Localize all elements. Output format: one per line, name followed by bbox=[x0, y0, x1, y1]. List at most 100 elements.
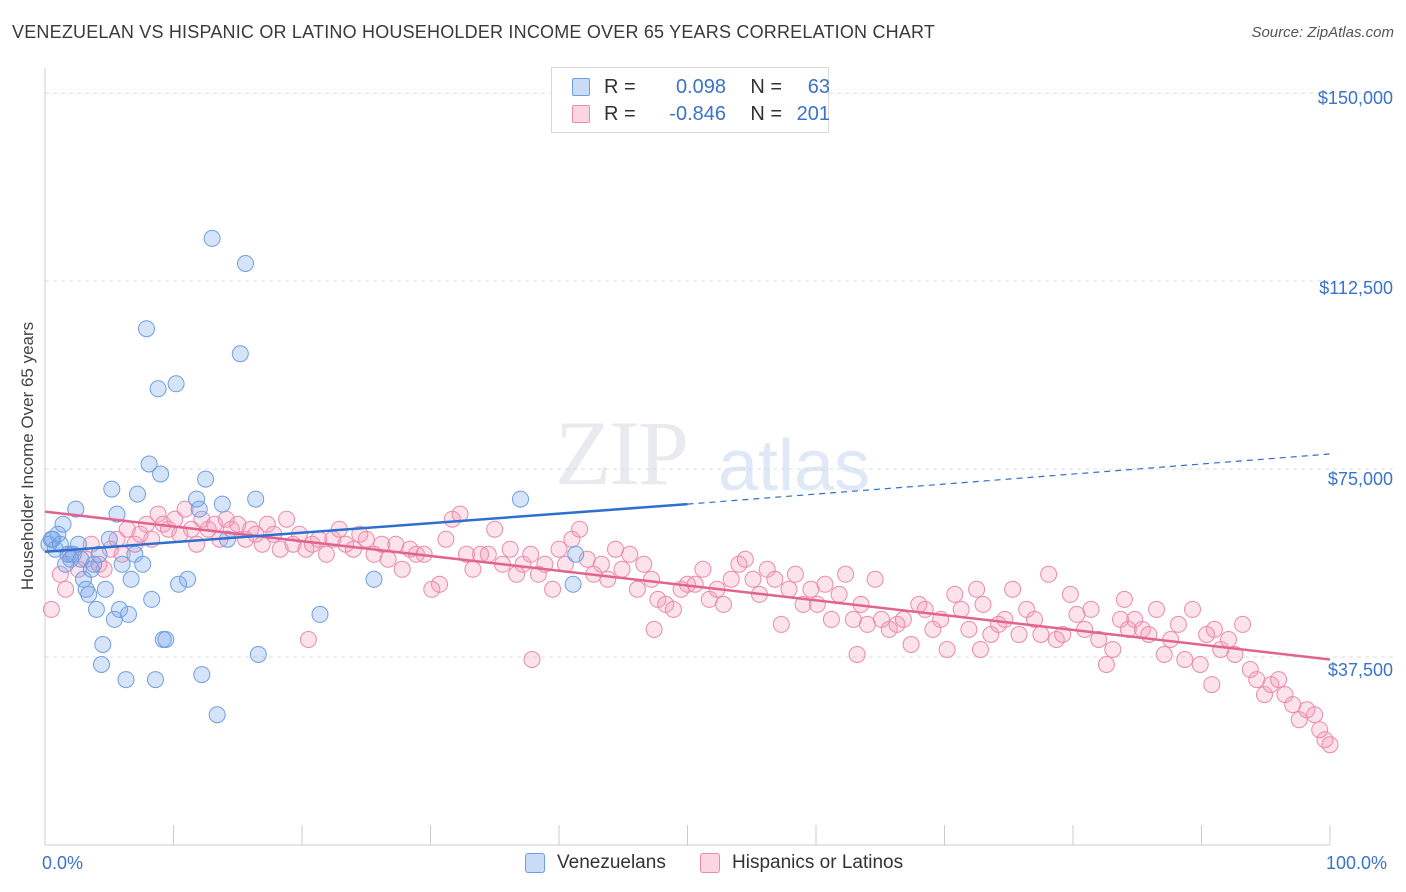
y-tick-label: $112,500 bbox=[1319, 278, 1393, 298]
hispanic-point bbox=[1061, 585, 1079, 603]
hispanic-point bbox=[744, 570, 762, 588]
hispanic-point bbox=[523, 651, 541, 668]
venezuelan-point bbox=[311, 605, 329, 623]
hispanic-point bbox=[952, 600, 970, 618]
venezuelan-point bbox=[237, 255, 254, 272]
venezuelan-trend-line bbox=[44, 502, 688, 553]
correlation-legend: R = 0.098 N = 63 R = -0.846 N = 201 bbox=[551, 67, 830, 133]
hispanic-point bbox=[571, 520, 589, 538]
hispanic-point bbox=[1097, 656, 1115, 673]
hispanic-point bbox=[379, 550, 397, 568]
hispanic-point bbox=[529, 565, 547, 583]
hispanic-point bbox=[996, 610, 1014, 628]
venezuelan-point bbox=[567, 545, 585, 563]
hispanic-point bbox=[613, 560, 631, 578]
watermark-zip: ZIP bbox=[555, 402, 689, 504]
hispanic-point bbox=[1054, 626, 1072, 643]
hispanic-point bbox=[643, 570, 660, 588]
venezuelan-point bbox=[111, 600, 128, 618]
venezuelan-point bbox=[170, 575, 188, 593]
venezuelan-point bbox=[203, 229, 221, 247]
hispanic-point bbox=[544, 580, 562, 598]
x-tick-label: 100.0% bbox=[1326, 853, 1388, 873]
venezuelan-point bbox=[103, 480, 121, 498]
hispanic-point bbox=[960, 620, 978, 638]
hispanic-point bbox=[844, 610, 862, 628]
venezuelan-point bbox=[80, 585, 98, 603]
hispanic-point bbox=[694, 560, 712, 578]
hispanic-point bbox=[317, 545, 335, 563]
hispanic-point bbox=[437, 530, 455, 548]
hispanic-point bbox=[357, 530, 375, 548]
hispanic-point bbox=[57, 580, 75, 598]
y-tick-label: $75,000 bbox=[1327, 469, 1393, 489]
hispanic-point bbox=[621, 545, 639, 563]
hispanic-point bbox=[1104, 641, 1122, 658]
hispanic-point bbox=[837, 565, 855, 583]
series-legend: Venezuelans Hispanics or Latinos bbox=[0, 852, 1406, 878]
hispanic-point bbox=[1148, 600, 1165, 618]
hispanic-point bbox=[479, 545, 497, 563]
hispanic-point bbox=[51, 565, 69, 583]
venezuelan-point bbox=[249, 646, 267, 663]
hispanic-point bbox=[1026, 610, 1043, 628]
venezuelan-point bbox=[149, 380, 167, 398]
hispanic-point bbox=[802, 580, 820, 598]
venezuelan-point bbox=[247, 490, 265, 508]
legend-item-venezuelans[interactable]: Venezuelans bbox=[525, 852, 666, 874]
hispanic-point bbox=[822, 610, 840, 628]
hispanic-point bbox=[1169, 615, 1187, 633]
venezuelan-point bbox=[134, 555, 152, 573]
venezuelan-point bbox=[157, 631, 175, 648]
hispanic-point bbox=[458, 545, 475, 563]
hispanic-point bbox=[271, 540, 289, 558]
n-value: 63 bbox=[807, 75, 830, 98]
hispanic-point bbox=[938, 641, 956, 658]
hispanic-point bbox=[1226, 646, 1244, 663]
hispanic-point bbox=[1155, 646, 1173, 663]
venezuelan-point bbox=[94, 636, 112, 653]
hispanic-point bbox=[258, 515, 276, 533]
hispanic-point bbox=[830, 585, 848, 603]
venezuelan-point bbox=[152, 465, 170, 483]
n-label: N = bbox=[750, 75, 782, 98]
hispanic-point bbox=[1004, 580, 1022, 598]
venezuelan-point bbox=[113, 555, 131, 573]
hispanic-point bbox=[780, 580, 798, 598]
venezuelan-point bbox=[67, 500, 85, 518]
venezuelan-legend-swatch bbox=[525, 853, 545, 873]
legend-item-hispanics[interactable]: Hispanics or Latinos bbox=[700, 852, 903, 874]
venezuelan-point bbox=[93, 656, 110, 673]
legend-row-venezuelans: R = 0.098 N = 63 bbox=[572, 74, 830, 100]
hispanic-point bbox=[607, 540, 624, 558]
hispanic-point bbox=[858, 615, 876, 633]
venezuelan-point bbox=[90, 545, 108, 563]
venezuelan-point bbox=[365, 570, 383, 588]
hispanic-point bbox=[1256, 686, 1273, 704]
hispanic-point bbox=[816, 575, 834, 593]
hispanic-point bbox=[431, 575, 448, 593]
legend-label: Hispanics or Latinos bbox=[732, 852, 904, 873]
venezuelan-point bbox=[231, 345, 249, 363]
venezuelan-point bbox=[77, 580, 95, 598]
venezuelan-point bbox=[167, 375, 185, 393]
venezuelan-point bbox=[512, 490, 529, 508]
hispanic-point bbox=[972, 641, 989, 658]
y-axis-label: Householder Income Over 65 years bbox=[18, 321, 37, 591]
hispanic-point bbox=[387, 535, 405, 553]
hispanic-point bbox=[550, 540, 568, 558]
r-label: R = bbox=[604, 102, 636, 125]
hispanic-point bbox=[1306, 706, 1324, 724]
venezuelan-point bbox=[179, 570, 197, 588]
hispanic-point bbox=[1068, 605, 1086, 623]
y-tick-label: $150,000 bbox=[1317, 88, 1393, 108]
venezuelan-point bbox=[54, 515, 72, 533]
hispanic-point bbox=[299, 631, 317, 648]
hispanic-point bbox=[1284, 696, 1302, 714]
hispanic-swatch bbox=[572, 105, 590, 123]
hispanic-point bbox=[501, 540, 519, 558]
hispanic-point bbox=[772, 615, 790, 633]
hispanic-point bbox=[1090, 631, 1108, 648]
r-label: R = bbox=[604, 75, 636, 98]
hispanic-point bbox=[373, 535, 391, 553]
